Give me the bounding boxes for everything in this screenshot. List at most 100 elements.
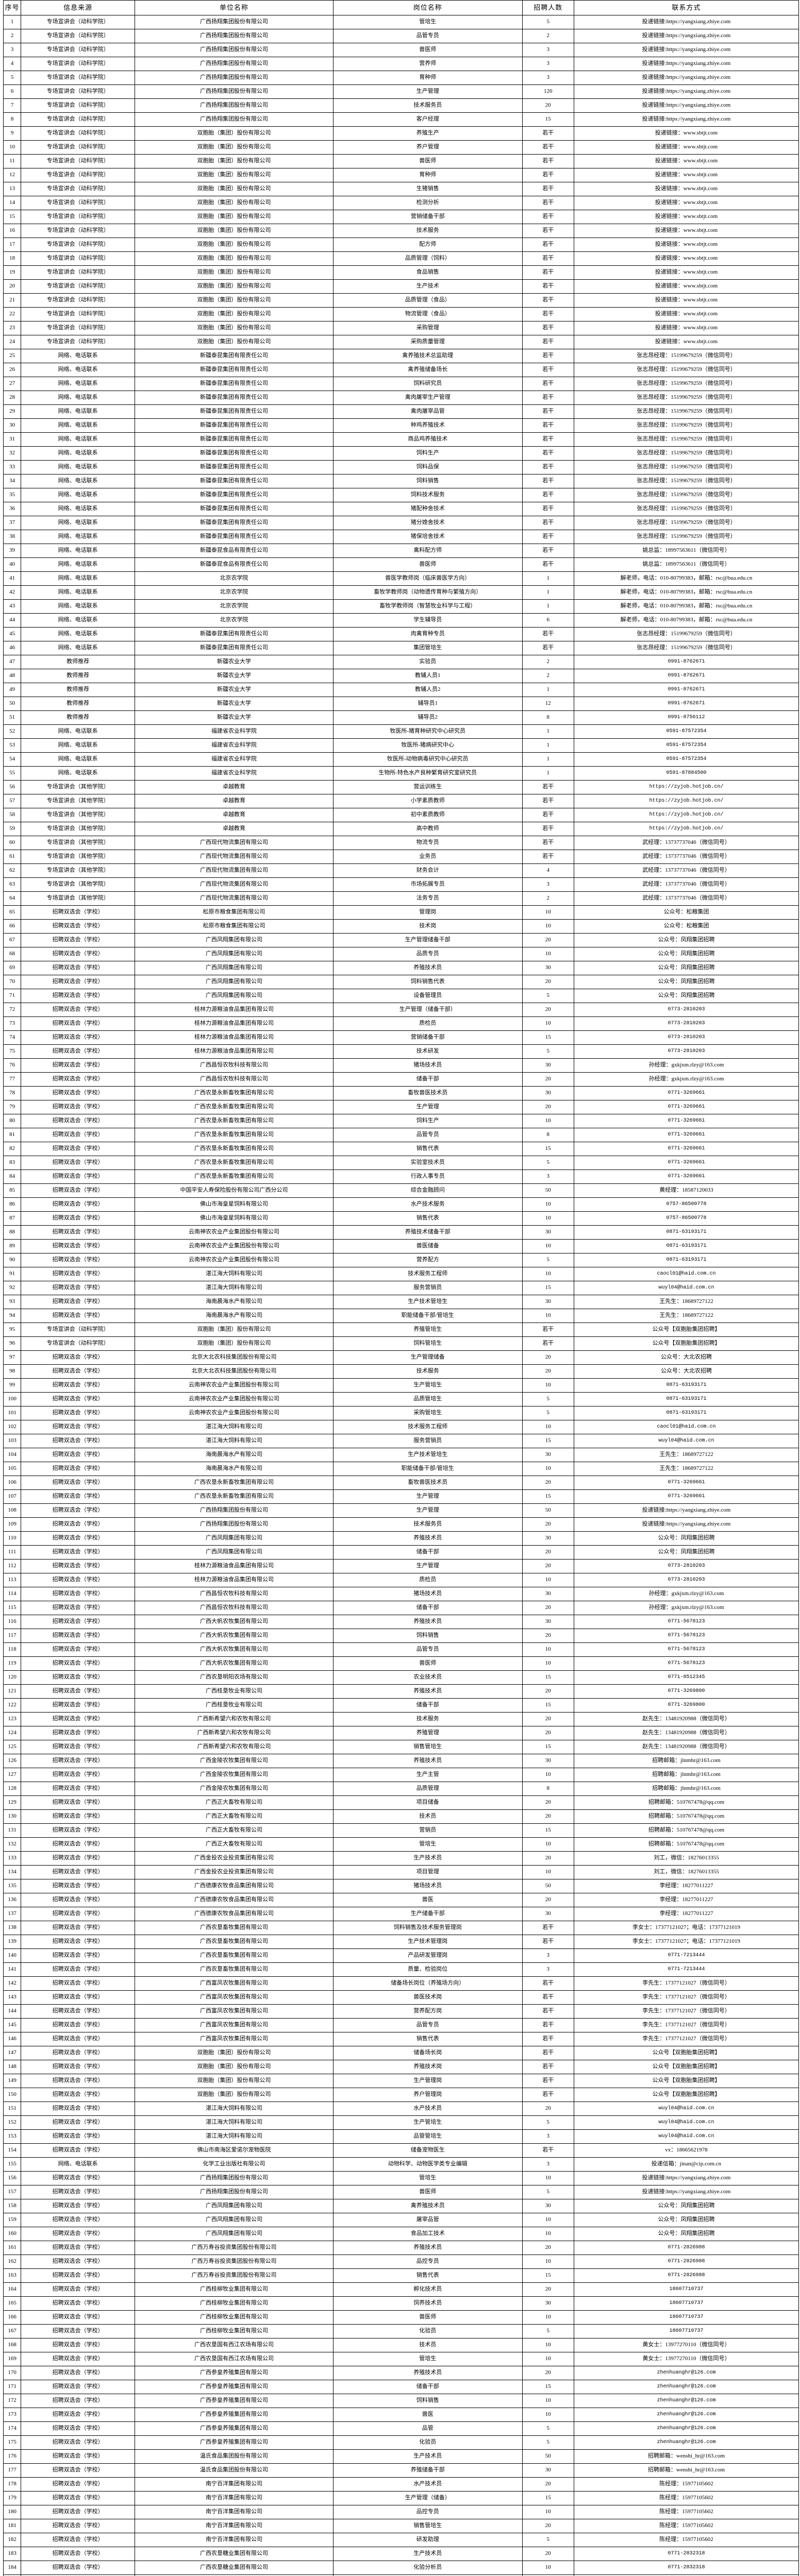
cell-contact[interactable]: 投递链接:https://yangxiang.zhiye.com (573, 112, 799, 127)
cell-org[interactable]: 双胞胎（集团）股份有限公司 (135, 1323, 334, 1337)
cell-count[interactable]: 15 (522, 2380, 574, 2394)
cell-contact[interactable]: 张志昂经理：15199679259（微信同号） (573, 516, 799, 530)
cell-org[interactable]: 广西正大畜牧有限公司 (135, 1795, 334, 1810)
cell-org[interactable]: 广西凤翔集团有限公司 (135, 2213, 334, 2227)
cell-count[interactable]: 若干 (522, 349, 574, 363)
table-row[interactable]: 174 招聘双选会（学校） 广西参皇养殖集团有限公司 品管 5 zhenhuanghr@1… (3, 2421, 799, 2436)
cell-contact[interactable]: 孙经理：gxkjxm.rlzy@163.com (573, 1058, 799, 1073)
cell-job[interactable]: 销售代表 (332, 2032, 523, 2046)
cell-job[interactable]: 畜牧学教师岗（动物遗传育种与繁殖方向） (332, 585, 523, 600)
cell-source[interactable]: 招聘双选会（学校） (21, 1086, 136, 1100)
cell-index[interactable]: 92 (3, 1281, 22, 1295)
cell-job[interactable]: 管培生 (332, 2352, 523, 2366)
cell-org[interactable]: 湛江海大饲料有限公司 (135, 2115, 334, 2130)
cell-index[interactable]: 157 (3, 2185, 22, 2199)
cell-source[interactable]: 招聘双选会（学校） (21, 1448, 136, 1462)
cell-contact[interactable]: 公众号：凤翔集团招聘 (573, 961, 799, 975)
cell-contact[interactable]: 0773-2810203 (573, 1030, 799, 1045)
cell-contact[interactable]: 公众号：大北农招聘 (573, 1350, 799, 1365)
cell-index[interactable]: 42 (3, 585, 22, 600)
cell-org[interactable]: 卓越教育 (135, 822, 334, 836)
cell-count[interactable]: 12 (522, 697, 574, 711)
cell-count[interactable]: 5 (522, 1392, 574, 1406)
cell-job[interactable]: 营销储备干部 (332, 1030, 523, 1045)
cell-org[interactable]: 广西凤翔集团有限公司 (135, 1531, 334, 1546)
cell-source[interactable]: 网络、电话联系 (21, 557, 136, 572)
cell-index[interactable]: 123 (3, 1712, 22, 1726)
cell-job[interactable]: 禽养殖技术员 (332, 2199, 523, 2213)
cell-source[interactable]: 网络、电话联系 (21, 502, 136, 516)
cell-count[interactable]: 8 (522, 1782, 574, 1796)
cell-index[interactable]: 119 (3, 1656, 22, 1671)
cell-job[interactable]: 销售代表 (332, 1142, 523, 1156)
cell-source[interactable]: 招聘双选会（学校） (21, 1114, 136, 1128)
cell-count[interactable]: 20 (522, 1601, 574, 1615)
cell-source[interactable]: 招聘双选会（学校） (21, 1462, 136, 1476)
cell-count[interactable]: 3 (522, 2129, 574, 2144)
cell-contact[interactable]: 公众号：凤翔集团招聘 (573, 947, 799, 961)
cell-contact[interactable]: 投递链接:https://yangxiang.zhiye.com (573, 1503, 799, 1518)
table-row[interactable]: 123 招聘双选会（学校） 广西新希望六和农牧有限公司 技术服务 20 赵先生：13481… (3, 1712, 799, 1726)
cell-contact[interactable]: 0757-86500778 (573, 1197, 799, 1212)
cell-count[interactable]: 3 (522, 1962, 574, 1977)
cell-index[interactable]: 24 (3, 335, 22, 349)
cell-index[interactable]: 143 (3, 1990, 22, 2005)
table-row[interactable]: 167 招聘双选会（学校） 广西桂柳牧业集团有限公司 化验员 5 18607710737 (3, 2324, 799, 2338)
cell-org[interactable]: 广西金投农业投资集团有限公司 (135, 1851, 334, 1866)
cell-index[interactable]: 13 (3, 182, 22, 196)
cell-job[interactable]: 采购管培生 (332, 1406, 523, 1420)
cell-count[interactable]: 2 (522, 29, 574, 43)
table-row[interactable]: 162 招聘双选会（学校） 广西万寿谷投资集团股份有限公司 品控专员 10 0771-28… (3, 2255, 799, 2269)
cell-index[interactable]: 77 (3, 1072, 22, 1087)
cell-count[interactable]: 3 (522, 57, 574, 71)
cell-index[interactable]: 85 (3, 1183, 22, 1198)
table-row[interactable]: 163 招聘双选会（学校） 广西万寿谷投资集团股份有限公司 销售代表 15 0771-28… (3, 2268, 799, 2283)
cell-contact[interactable]: 招聘邮箱：jlnmhr@163.com (573, 1782, 799, 1796)
cell-count[interactable]: 10 (522, 2171, 574, 2185)
cell-source[interactable]: 网络、电话联系 (21, 641, 136, 655)
table-row[interactable]: 50 教师推荐 新疆农业大学 辅导员1 12 0991-8762671 (3, 697, 799, 711)
cell-contact[interactable]: 0991-8756112 (573, 710, 799, 725)
table-row[interactable]: 56 专场宣讲会（其他学院） 卓越教育 营运训练生 若干 https://zyjob.ho… (3, 780, 799, 794)
cell-source[interactable]: 招聘双选会（学校） (21, 1378, 136, 1393)
cell-count[interactable]: 20 (522, 2519, 574, 2533)
cell-org[interactable]: 广西农垦糖业集团有限公司 (135, 2547, 334, 2561)
cell-count[interactable]: 1 (522, 752, 574, 767)
cell-contact[interactable]: 投递链接：www.sbtjt.com (573, 154, 799, 168)
cell-count[interactable]: 50 (522, 1503, 574, 1518)
cell-org[interactable]: 广西大帆农牧集团有限公司 (135, 1629, 334, 1643)
cell-source[interactable]: 招聘双选会（学校） (21, 1350, 136, 1365)
table-row[interactable]: 81 招聘双选会（学校） 广西农垦永新畜牧集团有限公司 品管专员 8 0771-32696… (3, 1128, 799, 1142)
cell-index[interactable]: 93 (3, 1295, 22, 1309)
cell-source[interactable]: 招聘双选会（学校） (21, 1587, 136, 1601)
cell-index[interactable]: 66 (3, 919, 22, 934)
table-row[interactable]: 84 招聘双选会（学校） 广西农垦永新畜牧集团有限公司 行政人事专员 3 0771-326… (3, 1170, 799, 1184)
cell-org[interactable]: 广西农垦国有西江农场有限公司 (135, 2352, 334, 2366)
cell-org[interactable]: 新疆泰昆食品有限责任公司 (135, 544, 334, 558)
cell-contact[interactable]: 0771-5678123 (573, 1656, 799, 1671)
cell-org[interactable]: 海南晨海水产有限公司 (135, 1295, 334, 1309)
cell-source[interactable]: 招聘双选会（学校） (21, 2338, 136, 2352)
table-row[interactable]: 184 招聘双选会（学校） 广西农垦糖业集团有限公司 化验分析员 10 0771-2832… (3, 2561, 799, 2575)
cell-contact[interactable]: 张志昂经理：15199679259（微信同号） (573, 446, 799, 461)
cell-count[interactable]: 若干 (522, 279, 574, 294)
cell-count[interactable]: 20 (522, 2477, 574, 2492)
cell-source[interactable]: 招聘双选会（学校） (21, 1809, 136, 1824)
cell-index[interactable]: 46 (3, 641, 22, 655)
cell-org[interactable]: 新疆泰昆集团有限责任公司 (135, 516, 334, 530)
table-row[interactable]: 140 招聘双选会（学校） 广西农垦畜牧集团有限公司 产品研发管理岗 3 0771-721… (3, 1948, 799, 1963)
cell-contact[interactable]: 陈经理：15977105602 (573, 2491, 799, 2505)
table-row[interactable]: 31 网络、电话联系 新疆泰昆集团有限责任公司 商品鸡养殖技术 若干 张志昂经理：1519… (3, 432, 799, 447)
cell-count[interactable]: 若干 (522, 1921, 574, 1935)
cell-job[interactable]: 储备场长岗 (332, 2046, 523, 2060)
table-row[interactable]: 37 网络、电话联系 新疆泰昆集团有限责任公司 猪分娩舍技术 若干 张志昂经理：15199… (3, 516, 799, 530)
cell-job[interactable]: 实验室技术员 (332, 1156, 523, 1170)
cell-contact[interactable]: 0991-8762671 (573, 655, 799, 669)
cell-count[interactable]: 若干 (522, 1323, 574, 1337)
cell-count[interactable]: 8 (522, 1128, 574, 1142)
cell-count[interactable]: 5 (522, 2533, 574, 2547)
cell-source[interactable]: 专场宣讲会（动科学院） (21, 265, 136, 280)
cell-count[interactable]: 20 (522, 1629, 574, 1643)
cell-job[interactable]: 管培生 (332, 1837, 523, 1852)
cell-org[interactable]: 广西万寿谷投资集团股份有限公司 (135, 2241, 334, 2255)
